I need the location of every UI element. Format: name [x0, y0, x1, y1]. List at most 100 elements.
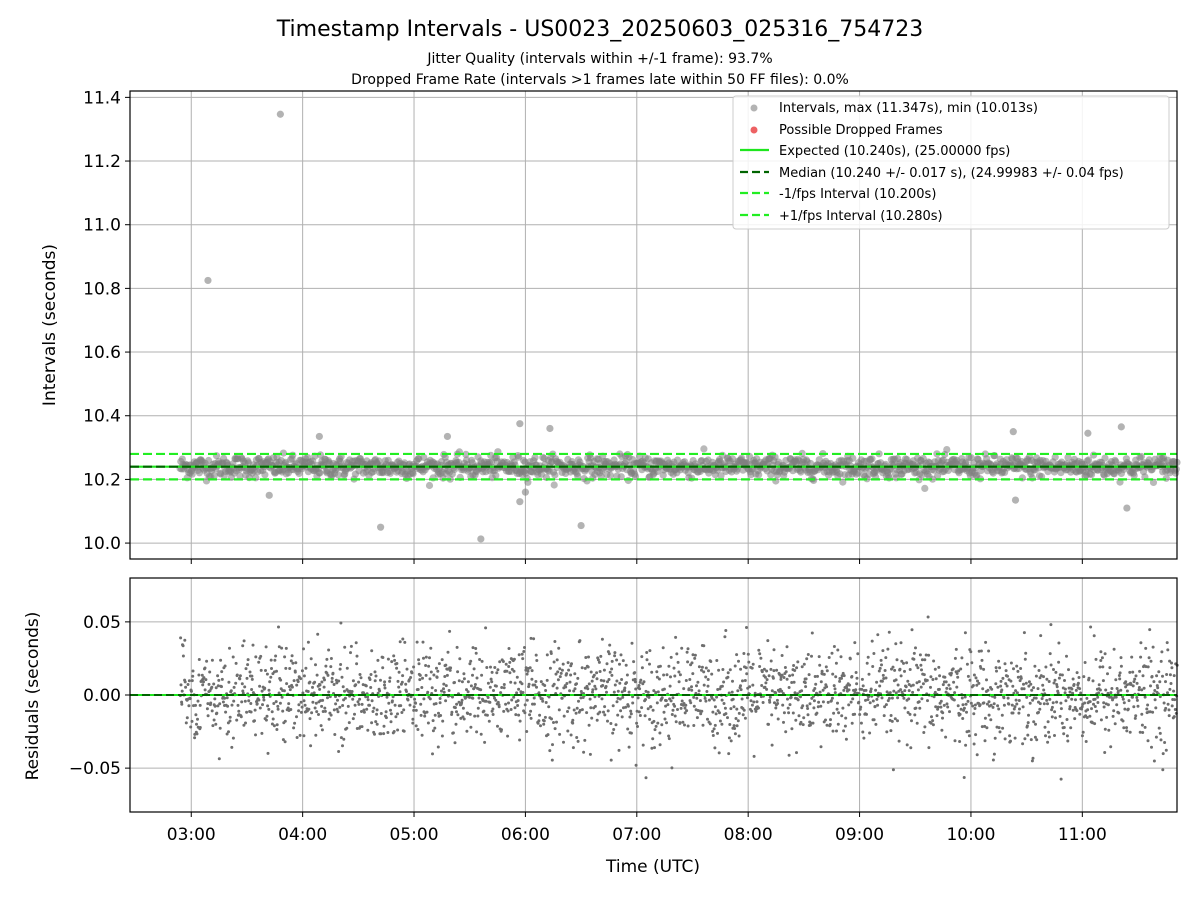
- residual-point: [1079, 691, 1083, 695]
- residual-point: [864, 688, 868, 692]
- residual-point: [961, 717, 965, 720]
- x-tick-label: 03:00: [167, 825, 216, 845]
- interval-reference-lines: [130, 452, 1177, 481]
- residual-point: [386, 731, 390, 734]
- residual-point: [816, 674, 819, 678]
- residual-point: [200, 673, 204, 677]
- residual-point: [442, 690, 446, 694]
- residual-point: [720, 722, 724, 726]
- residual-point: [1104, 688, 1108, 692]
- residual-point: [942, 703, 946, 707]
- residual-point: [925, 678, 929, 682]
- residual-point: [848, 657, 852, 661]
- residual-point: [673, 674, 677, 678]
- residual-point: [478, 658, 482, 661]
- residual-point: [797, 714, 801, 718]
- residual-point: [195, 722, 198, 726]
- residual-point: [1010, 703, 1014, 707]
- residual-point: [451, 695, 454, 699]
- residual-point: [547, 705, 551, 709]
- residual-point: [1037, 710, 1040, 714]
- residual-point: [615, 679, 619, 683]
- residual-point: [676, 660, 680, 664]
- residual-point: [686, 647, 690, 651]
- residual-point: [542, 719, 546, 723]
- residual-point: [1149, 659, 1153, 663]
- residual-point: [781, 703, 785, 707]
- residual-point: [929, 685, 932, 689]
- residual-point: [745, 672, 749, 676]
- residual-point: [854, 688, 858, 692]
- residual-point: [1033, 664, 1037, 668]
- residual-point: [393, 658, 397, 662]
- residual-point: [801, 723, 805, 727]
- residual-point: [411, 717, 415, 721]
- residual-point: [191, 669, 195, 673]
- residual-point: [718, 711, 721, 715]
- residual-point: [466, 690, 470, 694]
- residual-point: [923, 725, 927, 729]
- residual-point: [571, 721, 575, 725]
- residual-point: [589, 670, 593, 674]
- residual-point: [1121, 695, 1125, 699]
- residual-point: [1156, 686, 1160, 690]
- residual-point: [919, 663, 923, 667]
- residual-point: [337, 679, 341, 683]
- residual-point: [618, 662, 621, 666]
- residual-point: [512, 669, 516, 673]
- residual-point: [1096, 695, 1100, 699]
- residual-point: [379, 678, 382, 682]
- residual-point: [1143, 725, 1147, 729]
- residual-point: [989, 703, 993, 707]
- residual-point: [605, 662, 609, 666]
- residual-point: [952, 680, 956, 684]
- residual-point: [280, 695, 284, 699]
- residual-point: [253, 719, 256, 723]
- residual-point: [1034, 674, 1038, 678]
- residual-point: [504, 702, 508, 706]
- interval-outlier-point: [546, 424, 554, 433]
- residual-point: [245, 676, 249, 680]
- residual-point: [194, 703, 197, 707]
- residual-point: [1040, 697, 1044, 701]
- residual-point: [621, 695, 625, 699]
- residual-point: [379, 732, 383, 736]
- residual-point: [661, 646, 665, 650]
- residual-point: [741, 713, 745, 717]
- residual-point: [968, 678, 972, 682]
- residual-point: [1047, 735, 1051, 739]
- residual-point: [726, 675, 730, 679]
- residual-point: [706, 684, 710, 688]
- residual-point: [269, 658, 273, 662]
- residual-point: [1054, 670, 1058, 674]
- residual-point: [516, 704, 520, 707]
- residual-point: [1106, 703, 1110, 707]
- residual-point: [601, 684, 605, 687]
- residual-point: [278, 701, 282, 705]
- residual-point: [723, 635, 727, 639]
- x-tick-label: 10:00: [946, 825, 995, 845]
- residual-point: [495, 671, 499, 675]
- residual-point: [710, 696, 714, 700]
- residual-point: [505, 669, 509, 673]
- residual-point: [648, 662, 651, 666]
- residual-point: [1023, 737, 1027, 741]
- residual-point: [1063, 679, 1066, 682]
- residual-point: [975, 753, 979, 757]
- residual-point: [538, 713, 542, 717]
- residual-point: [899, 688, 903, 692]
- residual-point: [1033, 735, 1037, 739]
- residual-point: [1022, 687, 1026, 691]
- residual-point: [673, 704, 677, 708]
- residual-point: [315, 673, 319, 677]
- residual-point: [729, 739, 733, 743]
- residual-point: [860, 687, 864, 691]
- residual-point: [733, 727, 737, 730]
- residual-point: [871, 699, 875, 703]
- residual-point: [576, 739, 580, 743]
- residual-point: [802, 716, 806, 720]
- residual-point: [818, 690, 822, 694]
- residual-point: [796, 698, 800, 702]
- residual-point: [464, 695, 468, 699]
- residual-point: [1095, 709, 1099, 713]
